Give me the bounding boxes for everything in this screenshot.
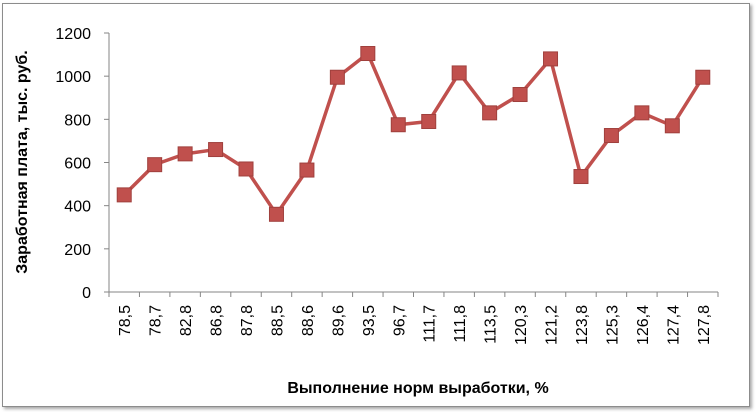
data-point <box>177 146 193 162</box>
x-tick-label: 78,7 <box>148 305 165 336</box>
data-point <box>603 128 619 144</box>
x-tick-label: 93,5 <box>361 305 378 336</box>
x-tick-label: 88,6 <box>300 305 317 336</box>
x-tick-label: 88,5 <box>269 305 286 336</box>
y-tick-label: 0 <box>82 285 91 302</box>
data-point <box>482 105 498 121</box>
x-tick-label: 123,8 <box>574 305 591 345</box>
y-tick-label: 400 <box>64 199 91 216</box>
x-tick-label: 120,3 <box>513 305 530 345</box>
data-point <box>390 117 406 133</box>
data-point <box>329 69 345 85</box>
x-tick-label: 126,4 <box>635 305 652 345</box>
data-point <box>421 113 437 129</box>
x-tick-label: 89,6 <box>330 305 347 336</box>
x-tick-label: 127,4 <box>665 305 682 345</box>
data-point <box>695 69 711 85</box>
axes <box>104 32 719 297</box>
y-tick-labels: 0 200 400 600 800 1000 1200 <box>55 26 91 302</box>
x-tick-label: 82,8 <box>178 305 195 336</box>
data-point <box>208 142 224 158</box>
x-tick-label: 78,5 <box>117 305 134 336</box>
data-point <box>299 162 315 178</box>
y-tick-label: 1000 <box>55 69 91 86</box>
x-tick-label: 111,8 <box>452 305 469 343</box>
x-tick-label: 127,8 <box>696 305 713 345</box>
x-tick-label: 113,5 <box>483 305 500 344</box>
x-tick-label: 121,2 <box>544 305 561 345</box>
data-point <box>543 51 559 67</box>
data-point <box>634 105 650 121</box>
y-axis-title: Заработная плата, тыс. руб. <box>14 50 31 273</box>
data-point <box>664 118 680 134</box>
x-tick-labels: 78,5 78,7 82,8 86,8 87,8 88,5 88,6 89,6 93,5 96,7… <box>117 305 713 345</box>
y-tick-label: 800 <box>64 112 91 129</box>
data-point <box>512 87 528 103</box>
data-point <box>451 65 467 81</box>
series-layer <box>116 46 711 222</box>
y-tick-label: 1200 <box>55 26 91 43</box>
y-tick-label: 200 <box>64 242 91 259</box>
x-tick-label: 96,7 <box>391 305 408 336</box>
x-axis-title: Выполнение норм выработки, % <box>287 380 548 397</box>
data-point <box>360 46 376 62</box>
x-tick-label: 125,3 <box>604 305 621 345</box>
x-tick-label: 87,8 <box>239 305 256 336</box>
data-point <box>147 157 163 173</box>
data-point <box>268 206 284 222</box>
x-tick-label: 111,7 <box>422 305 439 343</box>
x-tick-label: 86,8 <box>209 305 226 336</box>
y-tick-label: 600 <box>64 156 91 173</box>
data-point <box>238 161 254 177</box>
data-point <box>573 169 589 185</box>
data-point <box>116 187 132 203</box>
